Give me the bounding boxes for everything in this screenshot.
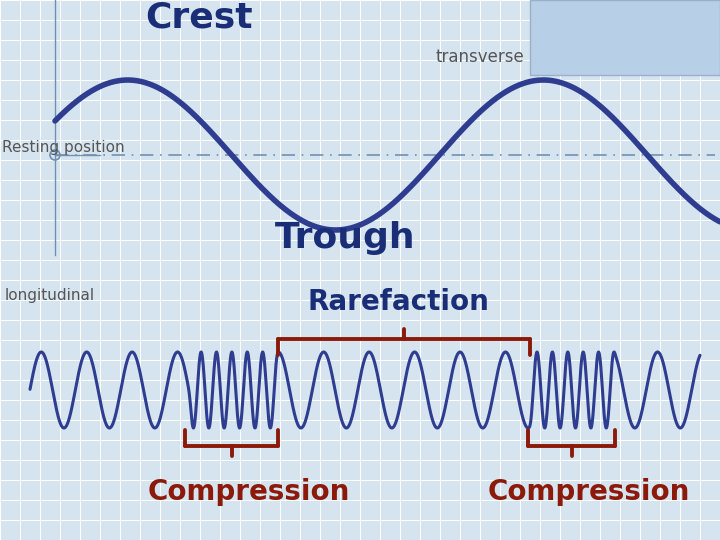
Text: Compression: Compression xyxy=(148,478,351,506)
Text: transverse: transverse xyxy=(435,48,523,66)
Text: Resting position: Resting position xyxy=(2,140,125,155)
Text: longitudinal: longitudinal xyxy=(5,288,95,303)
Text: Crest: Crest xyxy=(145,1,253,35)
Text: Rarefaction: Rarefaction xyxy=(308,288,490,316)
Text: Trough: Trough xyxy=(275,221,415,255)
FancyBboxPatch shape xyxy=(530,0,720,75)
Text: Compression: Compression xyxy=(488,478,690,506)
